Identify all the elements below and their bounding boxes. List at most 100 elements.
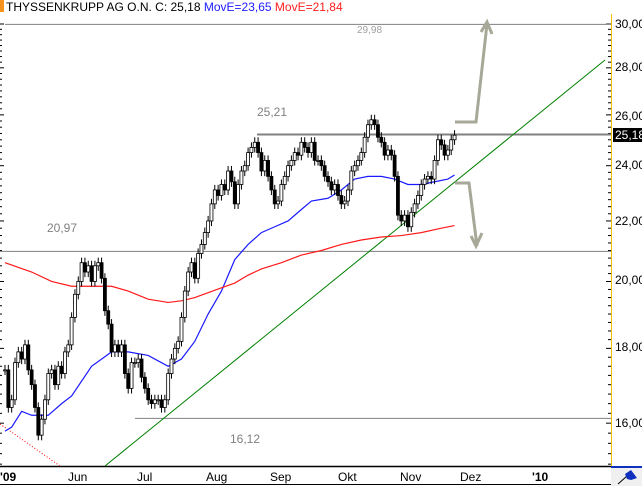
candle — [69, 316, 74, 346]
x-tick-label: '10 — [532, 470, 549, 484]
level-label-29-98: 29,98 — [357, 25, 383, 36]
candle — [219, 184, 224, 196]
candle — [392, 154, 397, 177]
ma2-line — [4, 224, 455, 304]
candle — [112, 344, 117, 353]
candle — [336, 184, 340, 196]
ma2-label: MovE=21,84 — [274, 0, 343, 14]
candle — [119, 344, 124, 353]
y-tick-label: 24,00 — [615, 158, 642, 172]
candle — [435, 139, 440, 161]
candle — [372, 119, 377, 126]
candle — [256, 141, 260, 154]
candle — [109, 323, 114, 353]
candle — [409, 211, 414, 228]
candle — [136, 358, 141, 364]
candle — [236, 184, 241, 205]
candle — [159, 399, 164, 408]
down-arrowhead — [469, 232, 484, 250]
candle — [6, 369, 11, 408]
candle — [199, 244, 204, 254]
candle — [149, 399, 154, 405]
candle — [316, 160, 320, 162]
candle — [179, 316, 184, 342]
up-arrowhead — [479, 18, 494, 35]
candle — [76, 281, 81, 295]
candle — [276, 200, 280, 205]
candle — [379, 136, 384, 143]
candle — [306, 147, 310, 154]
uptrend-line — [104, 59, 606, 467]
candle — [259, 152, 264, 172]
candle — [63, 351, 67, 374]
x-tick-label: '09 — [0, 470, 17, 484]
pin-button[interactable] — [611, 466, 642, 486]
x-tick-label: Sep — [270, 470, 292, 484]
candle — [13, 362, 17, 401]
candle — [172, 347, 177, 360]
candle — [342, 200, 347, 205]
candle — [166, 373, 171, 401]
candle — [226, 170, 231, 191]
candle — [106, 310, 111, 325]
candle — [49, 369, 54, 374]
candle — [242, 165, 247, 172]
ma1-label: MovE=23,65 — [203, 0, 272, 14]
candle — [53, 369, 57, 386]
candle — [356, 160, 360, 167]
y-tick-label: 16,00 — [615, 416, 642, 430]
candle — [386, 149, 390, 156]
candle — [362, 136, 367, 154]
candle — [406, 214, 410, 228]
candle — [99, 262, 104, 279]
candle — [212, 189, 217, 205]
ma1-line — [4, 174, 455, 432]
candle — [432, 160, 437, 180]
downtrend-line — [0, 423, 61, 467]
candle — [216, 189, 221, 196]
candle — [329, 181, 334, 191]
candle — [39, 418, 44, 436]
candle — [192, 262, 197, 279]
candle — [366, 124, 370, 138]
candle — [206, 220, 211, 234]
candle — [169, 358, 174, 374]
candle — [93, 265, 97, 282]
x-tick-label: Okt — [338, 470, 357, 484]
candle — [86, 265, 91, 273]
x-tick-label: Jul — [137, 470, 153, 484]
candle — [146, 388, 151, 401]
candle — [289, 160, 294, 167]
x-tick-label: Jun — [68, 470, 88, 484]
candle — [156, 399, 161, 402]
candle — [89, 265, 94, 282]
candle — [445, 149, 450, 156]
x-tick-label: Dez — [460, 470, 482, 484]
candle — [222, 184, 227, 191]
candle — [382, 141, 387, 156]
candle — [426, 175, 430, 180]
level-label-20-97: 20,97 — [47, 221, 78, 235]
candle — [162, 399, 167, 408]
candle — [422, 178, 427, 185]
candle — [419, 184, 424, 196]
candle — [96, 262, 101, 267]
candle — [79, 262, 84, 282]
candle — [412, 203, 417, 213]
candle — [299, 141, 304, 156]
candle — [396, 175, 400, 216]
candle — [286, 165, 290, 177]
candle — [103, 277, 107, 312]
pin-icon — [617, 470, 637, 485]
candle — [16, 351, 21, 364]
candle — [452, 134, 457, 141]
candle — [189, 262, 194, 273]
candle — [122, 344, 127, 374]
candle — [19, 351, 24, 360]
candle — [202, 232, 207, 245]
candle — [132, 362, 137, 365]
candle — [59, 365, 64, 374]
instrument-label: THYSSENKRUPP AG O.N. C: 25,18 — [6, 0, 201, 14]
